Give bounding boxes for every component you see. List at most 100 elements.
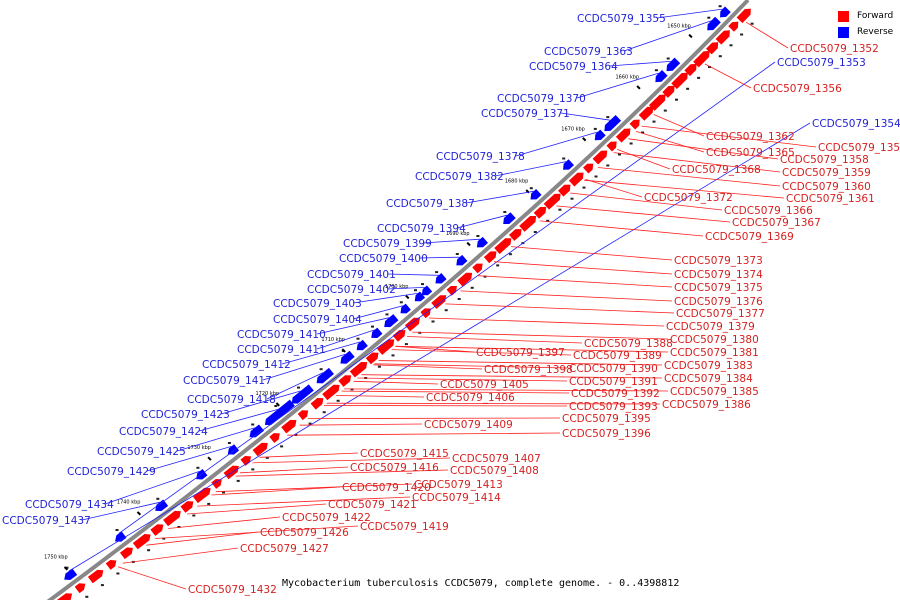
gene-marker <box>192 514 196 517</box>
genome-backbone <box>46 0 750 600</box>
forward-gene <box>648 94 666 111</box>
forward-gene <box>376 339 395 355</box>
reverse-gene <box>64 568 78 581</box>
gene-label-forward: CCDC5079_1413 <box>414 479 503 491</box>
tick-label: 1670 kbp <box>561 126 585 132</box>
gene-label-forward: CCDC5079_1365 <box>706 147 795 159</box>
forward-gene <box>715 30 730 45</box>
reverse-gene <box>400 303 411 314</box>
forward-gene <box>297 410 309 421</box>
gene-label-reverse: CCDC5079_1401 <box>307 269 396 281</box>
forward-gene <box>705 42 719 55</box>
forward-gene <box>684 63 697 77</box>
gene-label-forward: CCDC5079_1395 <box>562 413 651 425</box>
gene-label-reverse: CCDC5079_1355 <box>577 13 666 25</box>
reverse-gene <box>340 350 355 364</box>
gene-marker <box>457 298 461 300</box>
label-leader <box>323 404 568 407</box>
gene-marker <box>444 309 448 312</box>
gene-label-forward: CCDC5079_1376 <box>674 296 763 308</box>
gene-label-forward: CCDC5079_1416 <box>350 462 439 474</box>
tick-mark <box>207 456 212 461</box>
gene-label-forward: CCDC5079_1352 <box>790 43 879 55</box>
tick-label: 1660 kbp <box>616 75 640 81</box>
label-leader <box>187 503 327 515</box>
label-leader <box>122 547 239 564</box>
label-leader <box>584 179 785 199</box>
gene-label-forward: CCDC5079_1422 <box>282 512 371 524</box>
gene-label-forward: CCDC5079_1419 <box>360 521 449 533</box>
tick-label: 1690 kbp <box>446 231 470 237</box>
label-leader <box>428 317 665 327</box>
gene-marker <box>666 57 670 60</box>
label-leader <box>259 452 359 458</box>
gene-marker <box>350 388 354 391</box>
label-leader <box>391 349 572 356</box>
reverse-gene <box>456 254 468 266</box>
forward-gene <box>629 119 640 130</box>
reverse-gene <box>503 212 516 225</box>
tick-marks: 1650 kbp 1660 kbp 1670 kbp 1680 kbp 1690 kbp… <box>44 23 693 571</box>
forward-gene <box>494 238 512 255</box>
forward-gene <box>606 141 617 152</box>
gene-label-forward: CCDC5079_1385 <box>670 386 759 398</box>
gene-marker <box>265 456 269 459</box>
label-leader <box>117 566 187 590</box>
gene-label-forward: CCDC5079_1415 <box>360 448 449 460</box>
gene-marker <box>418 331 422 334</box>
reverse-gene <box>604 114 622 132</box>
label-leader <box>494 161 567 177</box>
label-leader <box>374 363 568 369</box>
gene-label-forward: CCDC5079_1396 <box>562 428 651 440</box>
label-leader <box>168 516 281 529</box>
label-leader <box>510 246 673 261</box>
label-leader <box>395 345 475 353</box>
label-leader <box>745 21 789 49</box>
gene-label-reverse: CCDC5079_1363 <box>544 46 633 58</box>
gene-label-reverse: CCDC5079_1387 <box>386 198 475 210</box>
gene-label-forward: CCDC5079_1375 <box>674 282 763 294</box>
gene-label-forward: CCDC5079_1391 <box>569 376 658 388</box>
forward-gene <box>365 352 379 365</box>
label-leader <box>597 167 781 187</box>
reverse-gene <box>291 384 314 404</box>
gene-label-forward: CCDC5079_1386 <box>662 399 751 411</box>
forward-gene <box>558 184 571 197</box>
gene-marker <box>435 271 439 274</box>
gene-label-reverse: CCDC5079_1399 <box>343 238 432 250</box>
legend-label-reverse: Reverse <box>857 27 894 37</box>
legend-label-forward: Forward <box>857 11 894 21</box>
forward-gene <box>105 560 117 570</box>
gene-label-forward: CCDC5079_1397 <box>476 347 565 359</box>
forward-gene <box>163 510 181 527</box>
gene-label-forward: CCDC5079_1379 <box>666 321 755 333</box>
label-leader <box>146 531 259 546</box>
gene-marker <box>385 313 389 316</box>
gene-label-reverse: CCDC5079_1417 <box>183 375 272 387</box>
label-leader <box>281 341 361 365</box>
label-leader <box>585 178 643 198</box>
gene-marker <box>476 235 480 237</box>
label-leader <box>197 496 411 507</box>
label-leader <box>352 293 418 304</box>
forward-gene <box>310 397 324 410</box>
label-leader <box>608 61 671 67</box>
tick-mark <box>341 348 346 353</box>
gene-features <box>56 5 754 600</box>
label-leader <box>353 380 439 385</box>
gene-label-reverse: CCDC5079_1400 <box>339 253 428 265</box>
gene-label-reverse: CCDC5079_1412 <box>202 359 291 371</box>
label-leader <box>570 192 723 211</box>
gene-marker <box>85 595 89 598</box>
gene-marker <box>663 109 667 112</box>
gene-marker <box>404 343 408 346</box>
gene-label-forward: CCDC5079_1369 <box>705 231 794 243</box>
tick-label: 1740 kbp <box>117 500 141 506</box>
label-leader <box>613 152 781 173</box>
forward-gene <box>568 172 584 187</box>
gene-marker <box>697 76 701 79</box>
legend-item-forward: Forward <box>838 8 893 24</box>
gene-label-reverse: CCDC5079_1353 <box>777 57 866 69</box>
gene-label-forward: CCDC5079_1358 <box>780 154 869 166</box>
gene-label-forward: CCDC5079_1389 <box>573 350 662 362</box>
